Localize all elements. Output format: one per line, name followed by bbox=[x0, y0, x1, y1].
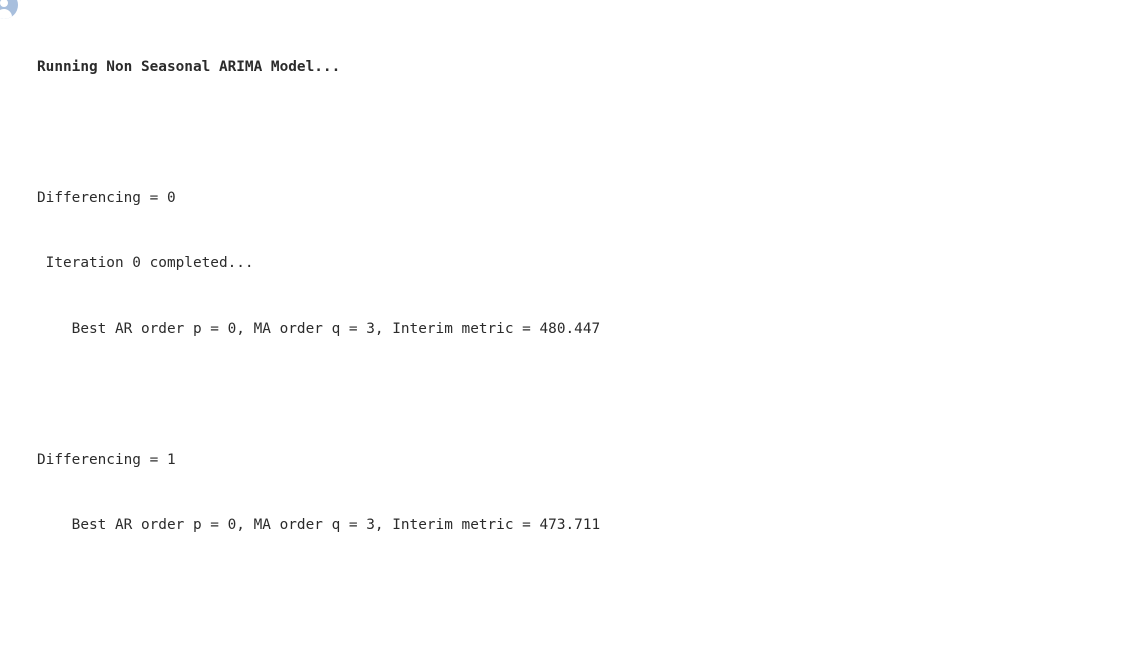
output-line bbox=[37, 384, 808, 406]
output-line: Best AR order p = 0, MA order q = 3, Int… bbox=[37, 517, 601, 534]
avatar-head bbox=[0, 0, 8, 7]
output-line: Differencing = 1 bbox=[37, 451, 176, 468]
user-avatar-icon bbox=[0, 0, 18, 19]
output-line: Iteration 0 completed... bbox=[37, 255, 254, 272]
output-line: Differencing = 0 bbox=[37, 189, 176, 206]
output-line bbox=[37, 122, 808, 144]
output-line bbox=[37, 581, 808, 603]
cell-output: Running Non Seasonal ARIMA Model... Diff… bbox=[37, 13, 808, 646]
output-heading: Running Non Seasonal ARIMA Model... bbox=[37, 58, 341, 75]
avatar-shoulders bbox=[0, 9, 12, 19]
output-line: Best AR order p = 0, MA order q = 3, Int… bbox=[37, 320, 601, 337]
